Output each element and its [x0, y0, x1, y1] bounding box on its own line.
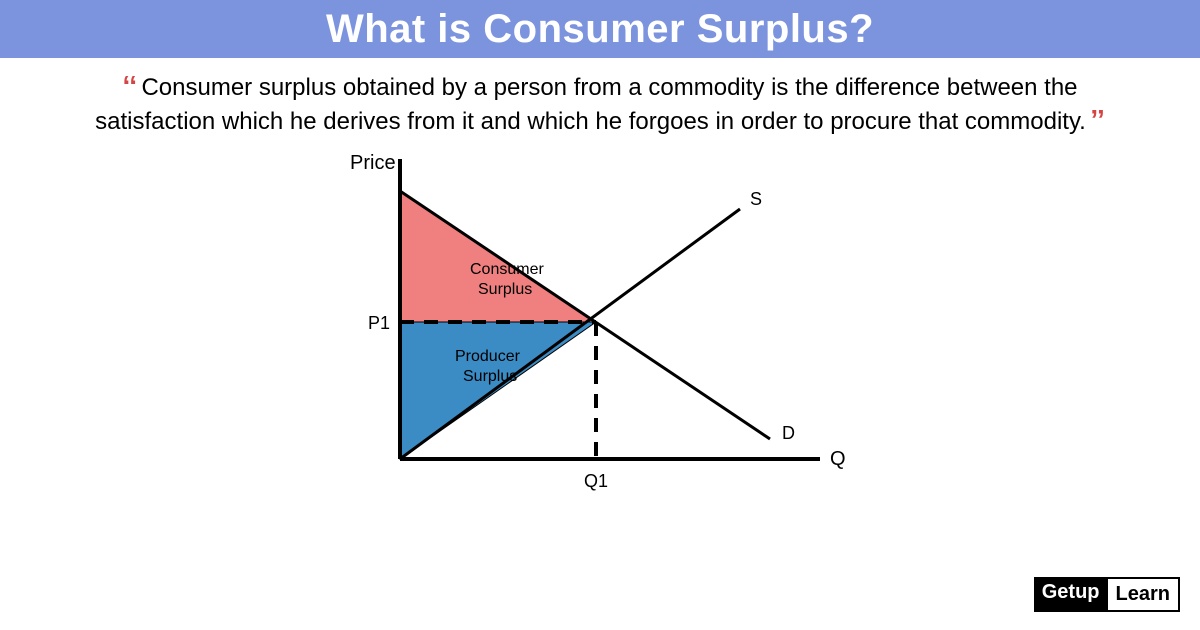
close-quote-icon: ’’ [1090, 104, 1105, 135]
p1-label: P1 [368, 313, 390, 333]
price-axis-label: Price [350, 152, 396, 174]
brand-logo: Getup Learn [1034, 577, 1180, 612]
definition-block: ‘‘ Consumer surplus obtained by a person… [0, 58, 1200, 139]
supply-label: S [750, 189, 762, 209]
surplus-chart: Price Q S D P1 Q1 Consumer Surplus Produ… [320, 139, 880, 519]
open-quote-icon: ‘‘ [122, 70, 137, 101]
quantity-axis-label: Q [830, 448, 846, 470]
demand-label: D [782, 423, 795, 443]
chart-container: Price Q S D P1 Q1 Consumer Surplus Produ… [0, 139, 1200, 559]
definition-text: Consumer surplus obtained by a person fr… [95, 74, 1086, 135]
header-bar: What is Consumer Surplus? [0, 0, 1200, 58]
q1-label: Q1 [584, 471, 608, 491]
logo-part2: Learn [1108, 577, 1180, 612]
header-title: What is Consumer Surplus? [326, 7, 874, 51]
logo-part1: Getup [1034, 577, 1108, 612]
